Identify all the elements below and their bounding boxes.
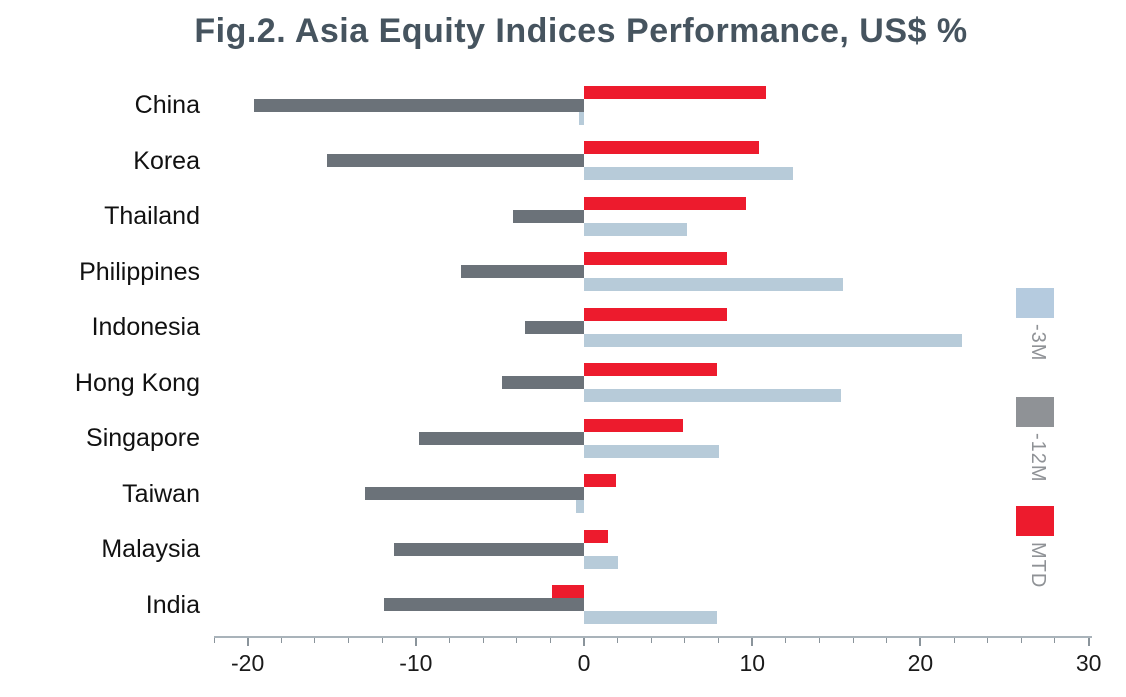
x-axis-minor-tick--18 [280,638,282,643]
x-axis-minor-tick--14 [348,638,350,643]
x-axis-major-tick--20 [246,638,249,646]
bar-mtd-philippines [584,252,727,266]
x-axis-minor-tick-12 [785,638,787,643]
legend-label-mtd: MTD [1027,542,1049,589]
bar-3m-indonesia [584,333,963,347]
x-axis-major-tick-10 [751,638,754,646]
bar-3m-thailand [584,222,687,236]
x-axis-minor-tick-28 [1054,638,1056,643]
bar-mtd-china [584,85,766,99]
bar-3m-taiwan [575,500,585,514]
category-label-hong-kong: Hong Kong [74,368,200,397]
category-label-korea: Korea [133,146,200,175]
x-axis-minor-tick--6 [482,638,484,643]
x-axis-minor-tick-4 [650,638,652,643]
x-axis-line [214,636,1092,638]
x-axis-tick-label-30: 30 [1075,650,1102,676]
x-axis-minor-tick-8 [718,638,720,643]
bar-12m-thailand [513,209,585,223]
bar-12m-malaysia [393,542,585,556]
legend-swatch-3m [1016,288,1054,318]
chart-title: Fig.2. Asia Equity Indices Performance, … [194,12,968,50]
bar-mtd-thailand [584,196,746,210]
bar-12m-taiwan [365,487,585,501]
bar-12m-singapore [419,431,585,445]
legend-label-3m: -3M [1027,324,1049,362]
legend-swatch-mtd [1016,506,1054,536]
x-axis-minor-tick--4 [516,638,518,643]
bar-mtd-singapore [584,418,684,432]
x-axis-minor-tick-16 [852,638,854,643]
category-label-singapore: Singapore [86,424,200,453]
x-axis-major-tick-0 [583,638,586,646]
bar-12m-korea [326,154,585,168]
category-label-china: China [134,91,200,119]
x-axis-minor-tick-18 [886,638,888,643]
x-axis-tick-label-0: 0 [577,650,591,676]
bar-12m-philippines [461,265,585,279]
x-axis-tick-label-20: 20 [907,650,934,676]
bar-3m-philippines [584,278,844,292]
x-axis-minor-tick-6 [684,638,686,643]
x-axis-minor-tick--8 [448,638,450,643]
legend-label-12m: -12M [1027,433,1049,483]
bar-mtd-hong-kong [584,363,717,377]
x-axis-minor-tick--12 [381,638,383,643]
bar-mtd-korea [584,141,759,155]
x-axis-minor-tick-24 [987,638,989,643]
x-axis-minor-tick--2 [549,638,551,643]
bar-3m-singapore [584,444,719,458]
bar-mtd-indonesia [584,307,727,321]
category-label-india: India [145,590,200,619]
bar-12m-hong-kong [501,376,585,390]
bar-3m-malaysia [584,555,618,569]
legend-swatch-12m [1016,397,1054,427]
category-label-philippines: Philippines [79,257,200,286]
category-label-malaysia: Malaysia [101,535,200,564]
x-axis-major-tick-30 [1087,638,1090,646]
bar-mtd-taiwan [584,474,616,488]
x-axis-minor-tick-2 [617,638,619,643]
x-axis-minor-tick--22 [213,638,215,643]
bar-3m-india [584,611,717,625]
x-axis-major-tick--10 [414,638,417,646]
x-axis-minor-tick--16 [314,638,316,643]
x-axis-minor-tick-14 [819,638,821,643]
bar-mtd-india [552,585,585,599]
category-label-thailand: Thailand [104,202,200,231]
x-axis-minor-tick-22 [953,638,955,643]
bar-12m-india [383,598,585,612]
bar-3m-hong-kong [584,389,842,403]
x-axis-minor-tick-26 [1020,638,1022,643]
category-label-taiwan: Taiwan [122,479,200,508]
bar-mtd-malaysia [584,529,608,543]
x-axis-major-tick-20 [919,638,922,646]
bar-12m-china [254,98,585,112]
category-label-indonesia: Indonesia [91,313,200,342]
bar-3m-china [578,111,585,125]
bar-12m-indonesia [525,320,585,334]
x-axis-tick-label-10: 10 [739,650,766,676]
x-axis-tick-label--10: -10 [399,650,433,676]
x-axis-tick-label--20: -20 [231,650,265,676]
bar-3m-korea [584,167,793,181]
